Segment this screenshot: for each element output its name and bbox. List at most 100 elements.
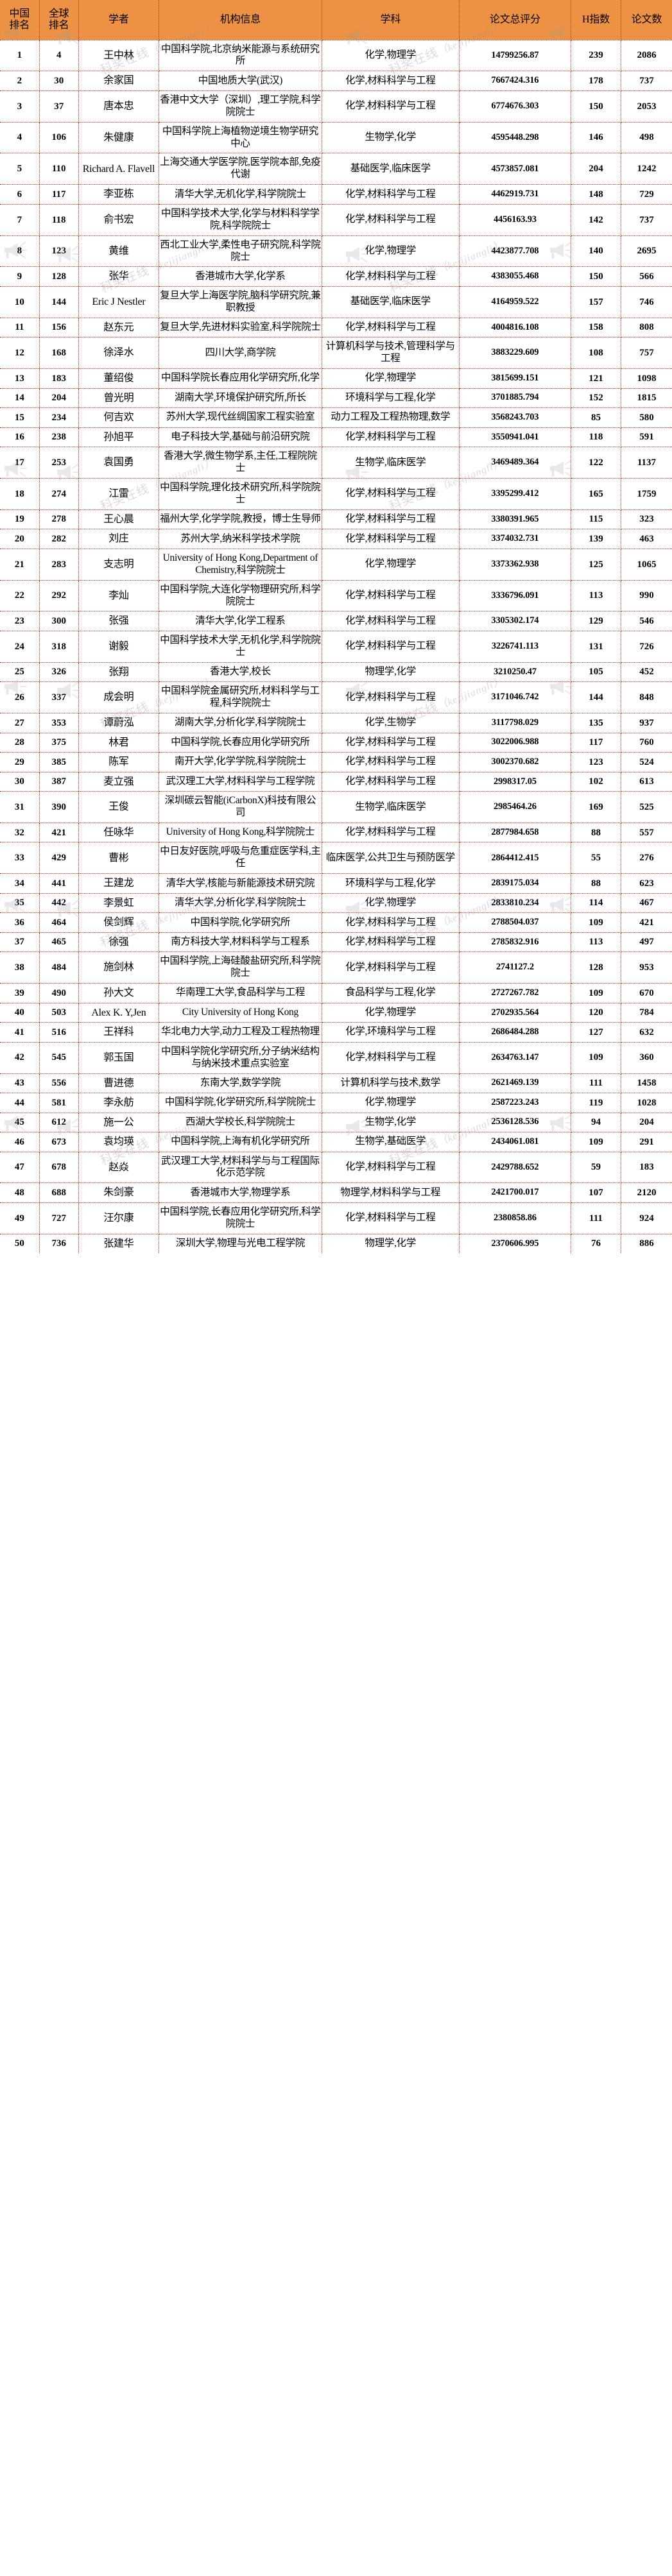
cell-scholar: 袁国勇 bbox=[78, 447, 160, 479]
cell-global-rank: 128 bbox=[39, 266, 79, 287]
table-row[interactable]: 31 390 王俊 深圳碳云智能(iCarbonX)科技有限公司 生物学,临床医学 298… bbox=[0, 791, 672, 823]
table-row[interactable]: 36 464 侯剑辉 中国科学院,化学研究所 化学,材料科学与工程 2788504.037… bbox=[0, 912, 672, 933]
cell-papers: 360 bbox=[621, 1042, 672, 1074]
table-row[interactable]: 49 727 汪尔康 中国科学院,长春应用化学研究所,科学院院士 化学,材料科学与工程 2… bbox=[0, 1202, 672, 1234]
cell-score: 4004816.108 bbox=[459, 318, 572, 338]
table-row[interactable]: 6 117 李亚栋 清华大学,无机化学,科学院院士 化学,材料科学与工程 4462919.… bbox=[0, 184, 672, 205]
table-row[interactable]: 44 581 李永舫 中国科学院,化学研究所,科学院院士 化学,物理学 2587223.2… bbox=[0, 1093, 672, 1113]
table-row[interactable]: 34 441 王建龙 清华大学,核能与新能源技术研究院 环境科学与工程,化学 283917… bbox=[0, 873, 672, 894]
table-row[interactable]: 21 283 支志明 University of Hong Kong,Departme… bbox=[0, 549, 672, 581]
cell-scholar: 谢毅 bbox=[78, 631, 160, 663]
table-row[interactable]: 32 421 任咏华 University of Hong Kong,科学院院士 化学,… bbox=[0, 823, 672, 843]
cell-cn-rank: 42 bbox=[0, 1042, 40, 1074]
column-header-papers[interactable]: 论文数 bbox=[621, 0, 672, 40]
table-row[interactable]: 24 318 谢毅 中国科学技术大学,无机化学,科学院院士 化学,材料科学与工程 3226… bbox=[0, 631, 672, 663]
cell-discipline: 生物学,临床医学 bbox=[322, 447, 460, 479]
table-row[interactable]: 46 673 袁均瑛 中国科学院,上海有机化学研究所 生物学,基础医学 2434061.0… bbox=[0, 1132, 672, 1152]
table-row[interactable]: 1 4 王中林 中国科学院,北京纳米能源与系统研究所 化学,物理学 14799256.87… bbox=[0, 40, 672, 72]
table-row[interactable]: 40 503 Alex K. Y,Jen City University of Hon… bbox=[0, 1003, 672, 1023]
table-row[interactable]: 16 238 孙旭平 电子科技大学,基础与前沿研究院 化学,材料科学与工程 3550941… bbox=[0, 427, 672, 448]
cell-score: 3373362.938 bbox=[459, 549, 572, 581]
table-row[interactable]: 30 387 麦立强 武汉理工大学,材料科学与工程学院 化学,材料科学与工程 299831… bbox=[0, 772, 672, 792]
table-row[interactable]: 41 516 王祥科 华北电力大学,动力工程及工程热物理 化学,环境科学与工程 26864… bbox=[0, 1022, 672, 1043]
table-row[interactable]: 48 688 朱剑豪 香港城市大学,物理学系 物理学,材料科学与工程 2421700.01… bbox=[0, 1182, 672, 1203]
cell-org: 四川大学,商学院 bbox=[159, 337, 322, 370]
table-row[interactable]: 38 484 施剑林 中国科学院,上海硅酸盐研究所,科学院院士 化学,材料科学与工程 27… bbox=[0, 951, 672, 984]
table-row[interactable]: 5 110 Richard A. Flavell 上海交通大学医学院,医学院本部,免疫… bbox=[0, 153, 672, 185]
cell-score: 4383055.468 bbox=[459, 266, 572, 287]
cell-discipline: 化学,材料科学与工程 bbox=[322, 752, 460, 772]
cell-papers: 746 bbox=[621, 286, 672, 318]
table-row[interactable]: 26 337 成会明 中国科学院金属研究所,材料科学与工程,科学院院士 化学,材料科学与… bbox=[0, 681, 672, 714]
cell-papers: 1815 bbox=[621, 388, 672, 409]
cell-cn-rank: 33 bbox=[0, 842, 40, 874]
cell-org: 香港城市大学,物理学系 bbox=[159, 1182, 322, 1203]
table-row[interactable]: 29 385 陈军 南开大学,化学学院,科学院院士 化学,材料科学与工程 3002370.… bbox=[0, 752, 672, 772]
table-row[interactable]: 35 442 李景虹 清华大学,分析化学,科学院院士 化学,物理学 2833810.234… bbox=[0, 893, 672, 914]
cell-org: 上海交通大学医学院,医学院本部,免疫代谢 bbox=[159, 153, 322, 185]
column-header-org[interactable]: 机构信息 bbox=[159, 0, 322, 40]
table-row[interactable]: 25 326 张翔 香港大学,校长 物理学,化学 3210250.47 105 452 bbox=[0, 662, 672, 683]
cell-cn-rank: 39 bbox=[0, 983, 40, 1003]
cell-discipline: 化学,材料科学与工程 bbox=[322, 318, 460, 338]
table-row[interactable]: 7 118 俞书宏 中国科学技术大学,化学与材料科学学院,科学院院士 化学,材料科学与工… bbox=[0, 204, 672, 236]
table-row[interactable]: 42 545 郭玉国 中国科学院化学研究所,分子纳米结构与纳米技术重点实验室 化学,材料… bbox=[0, 1042, 672, 1074]
table-row[interactable]: 8 123 黄维 西北工业大学,柔性电子研究院,科学院院士 化学,物理学 4423877.… bbox=[0, 235, 672, 268]
table-row[interactable]: 50 736 张建华 深圳大学,物理与光电工程学院 物理学,化学 2370606.995 7… bbox=[0, 1234, 672, 1254]
cell-scholar: 支志明 bbox=[78, 549, 160, 581]
cell-global-rank: 688 bbox=[39, 1182, 79, 1203]
cn-rank-line1: 中国 bbox=[9, 8, 30, 19]
column-header-discipline[interactable]: 学科 bbox=[322, 0, 460, 40]
cell-scholar: 曾光明 bbox=[78, 388, 160, 409]
table-row[interactable]: 3 37 唐本忠 香港中文大学（深圳）,理工学院,科学院院士 化学,材料科学与工程 677… bbox=[0, 90, 672, 123]
cell-scholar: 徐泽水 bbox=[78, 337, 160, 370]
table-row[interactable]: 33 429 曹彬 中日友好医院,呼吸与危重症医学科,主任 临床医学,公共卫生与预防医学… bbox=[0, 842, 672, 874]
cell-discipline: 化学,材料科学与工程 bbox=[322, 611, 460, 631]
table-row[interactable]: 14 204 曾光明 湖南大学,环境保护研究所,所长 环境科学与工程,化学 3701885… bbox=[0, 388, 672, 409]
cell-discipline: 化学,物理学 bbox=[322, 235, 460, 268]
table-row[interactable]: 10 144 Eric J Nestler 复旦大学上海医学院,脑科学研究院,兼职教授… bbox=[0, 286, 672, 318]
cell-score: 2741127.2 bbox=[459, 951, 572, 984]
column-header-score[interactable]: 论文总评分 bbox=[459, 0, 572, 40]
column-header-cn-rank[interactable]: 中国 排名 bbox=[0, 0, 40, 40]
column-header-global-rank[interactable]: 全球 排名 bbox=[39, 0, 79, 40]
cell-discipline: 基础医学,临床医学 bbox=[322, 286, 460, 318]
cell-global-rank: 123 bbox=[39, 235, 79, 268]
cell-papers: 525 bbox=[621, 791, 672, 823]
table-row[interactable]: 28 375 林君 中国科学院,长春应用化学研究所 化学,材料科学与工程 3022006.… bbox=[0, 733, 672, 753]
table-row[interactable]: 19 278 王心晨 福州大学,化学学院,教授，博士生导师 化学,材料科学与工程 3380… bbox=[0, 509, 672, 530]
cell-score: 4423877.708 bbox=[459, 235, 572, 268]
cell-score: 2370606.995 bbox=[459, 1234, 572, 1254]
table-row[interactable]: 11 156 赵东元 复旦大学,先进材料实验室,科学院院士 化学,材料科学与工程 4004… bbox=[0, 318, 672, 338]
table-row[interactable]: 9 128 张华 香港城市大学,化学系 化学,材料科学与工程 4383055.468 150… bbox=[0, 266, 672, 287]
table-row[interactable]: 43 556 曹进德 东南大学,数学学院 计算机科学与技术,数学 2621469.139 1… bbox=[0, 1073, 672, 1094]
cell-cn-rank: 38 bbox=[0, 951, 40, 984]
table-row[interactable]: 18 274 江雷 中国科学院,理化技术研究所,科学院院士 化学,材料科学与工程 3395… bbox=[0, 478, 672, 510]
table-row[interactable]: 4 106 朱健康 中国科学院上海植物逆境生物学研究中心 生物学,化学 4595448.2… bbox=[0, 122, 672, 154]
table-row[interactable]: 27 353 谭蔚泓 湖南大学,分析化学,科学院院士 化学,生物学 3117798.029… bbox=[0, 713, 672, 733]
table-row[interactable]: 15 234 何吉欢 苏州大学,现代丝绸国家工程实验室 动力工程及工程热物理,数学 356… bbox=[0, 407, 672, 428]
column-header-scholar[interactable]: 学者 bbox=[78, 0, 160, 40]
table-row[interactable]: 17 253 袁国勇 香港大学,微生物学系,主任,工程院院士 生物学,临床医学 34694… bbox=[0, 447, 672, 479]
cell-org: 武汉理工大学,材料科学与工程学院 bbox=[159, 772, 322, 792]
cell-discipline: 生物学,基础医学 bbox=[322, 1132, 460, 1152]
cell-hindex: 135 bbox=[571, 713, 621, 733]
cell-discipline: 化学,生物学 bbox=[322, 713, 460, 733]
table-row[interactable]: 12 168 徐泽水 四川大学,商学院 计算机科学与技术,管理科学与工程 3883229.… bbox=[0, 337, 672, 370]
table-row[interactable]: 23 300 张强 清华大学,化学工程系 化学,材料科学与工程 3305302.174 12… bbox=[0, 611, 672, 631]
table-row[interactable]: 20 282 刘庄 苏州大学,纳米科学技术学院 化学,材料科学与工程 3374032.73… bbox=[0, 529, 672, 549]
cell-scholar: 张强 bbox=[78, 611, 160, 631]
cell-discipline: 计算机科学与技术,数学 bbox=[322, 1073, 460, 1094]
table-row[interactable]: 37 465 徐强 南方科技大学,材料科学与工程系 化学,材料科学与工程 2785832.… bbox=[0, 932, 672, 953]
table-row[interactable]: 47 678 赵焱 武汉理工大学,材料科学与与工程国际化示范学院 化学,材料科学与工程 2… bbox=[0, 1152, 672, 1184]
cell-scholar: 孙大文 bbox=[78, 983, 160, 1003]
cell-org: University of Hong Kong,Department of Ch… bbox=[159, 549, 322, 581]
table-row[interactable]: 45 612 施一公 西湖大学校长,科学院院士 生物学,化学 2536128.536 94 2… bbox=[0, 1113, 672, 1133]
table-row[interactable]: 22 292 李灿 中国科学院,大连化学物理研究所,科学院院士 化学,材料科学与工程 33… bbox=[0, 580, 672, 612]
table-row[interactable]: 2 30 余家国 中国地质大学(武汉) 化学,材料科学与工程 7667424.316 178… bbox=[0, 71, 672, 91]
cell-scholar: 麦立强 bbox=[78, 772, 160, 792]
table-row[interactable]: 39 490 孙大文 华南理工大学,食品科学与工程 食品科学与工程,化学 2727267.… bbox=[0, 983, 672, 1003]
column-header-hindex[interactable]: H指数 bbox=[571, 0, 621, 40]
table-row[interactable]: 13 183 董绍俊 中国科学院长春应用化学研究所,化学 化学,物理学 3815699.1… bbox=[0, 368, 672, 389]
cell-score: 3336796.091 bbox=[459, 580, 572, 612]
